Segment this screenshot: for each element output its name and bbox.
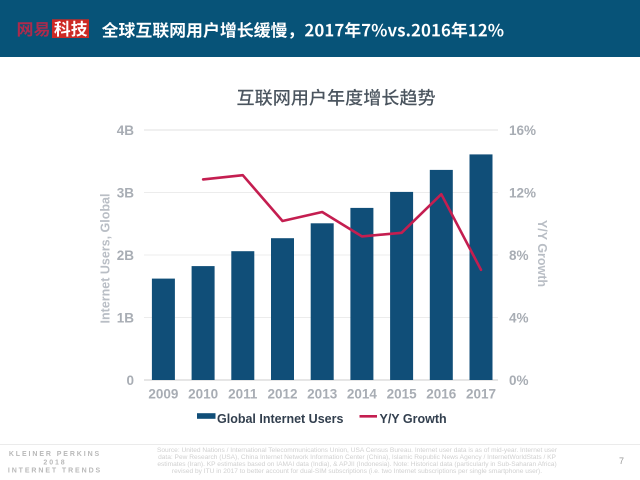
svg-text:2009: 2009 — [148, 387, 178, 402]
svg-text:4B: 4B — [117, 123, 135, 138]
svg-text:2010: 2010 — [188, 387, 218, 402]
svg-text:12%: 12% — [509, 185, 536, 200]
svg-text:INTERNET TRENDS: INTERNET TRENDS — [8, 468, 102, 475]
svg-text:revised by ITU in 2017 to bett: revised by ITU in 2017 to better account… — [172, 468, 542, 475]
svg-text:data: Pew Research (USA), Chin: data: Pew Research (USA), China Internet… — [158, 454, 556, 461]
svg-text:2013: 2013 — [307, 387, 338, 402]
svg-text:Internet Users, Global: Internet Users, Global — [98, 194, 112, 324]
svg-text:Source: United Nations / Inter: Source: United Nations / International T… — [157, 447, 558, 454]
svg-text:2011: 2011 — [228, 387, 258, 402]
svg-text:1B: 1B — [117, 310, 135, 325]
svg-text:16%: 16% — [509, 123, 536, 138]
svg-text:2012: 2012 — [267, 387, 297, 402]
svg-text:2016: 2016 — [426, 387, 457, 402]
svg-text:Y/Y Growth: Y/Y Growth — [535, 220, 549, 287]
svg-text:2017: 2017 — [466, 387, 496, 402]
svg-text:2018: 2018 — [43, 460, 66, 467]
svg-text:7: 7 — [619, 456, 624, 466]
svg-text:Y/Y Growth: Y/Y Growth — [380, 412, 447, 426]
svg-text:0%: 0% — [509, 373, 529, 388]
svg-text:estimates (Iran). KP estimates: estimates (Iran). KP estimates based on … — [157, 461, 556, 468]
svg-text:4%: 4% — [509, 310, 529, 325]
svg-text:Global Internet Users: Global Internet Users — [217, 412, 343, 426]
svg-text:KLEINER PERKINS: KLEINER PERKINS — [9, 451, 101, 458]
svg-text:2B: 2B — [117, 248, 135, 263]
svg-text:2014: 2014 — [347, 387, 378, 402]
svg-text:2015: 2015 — [387, 387, 418, 402]
svg-text:8%: 8% — [509, 248, 529, 263]
svg-text:0: 0 — [126, 373, 134, 388]
svg-text:3B: 3B — [117, 185, 135, 200]
